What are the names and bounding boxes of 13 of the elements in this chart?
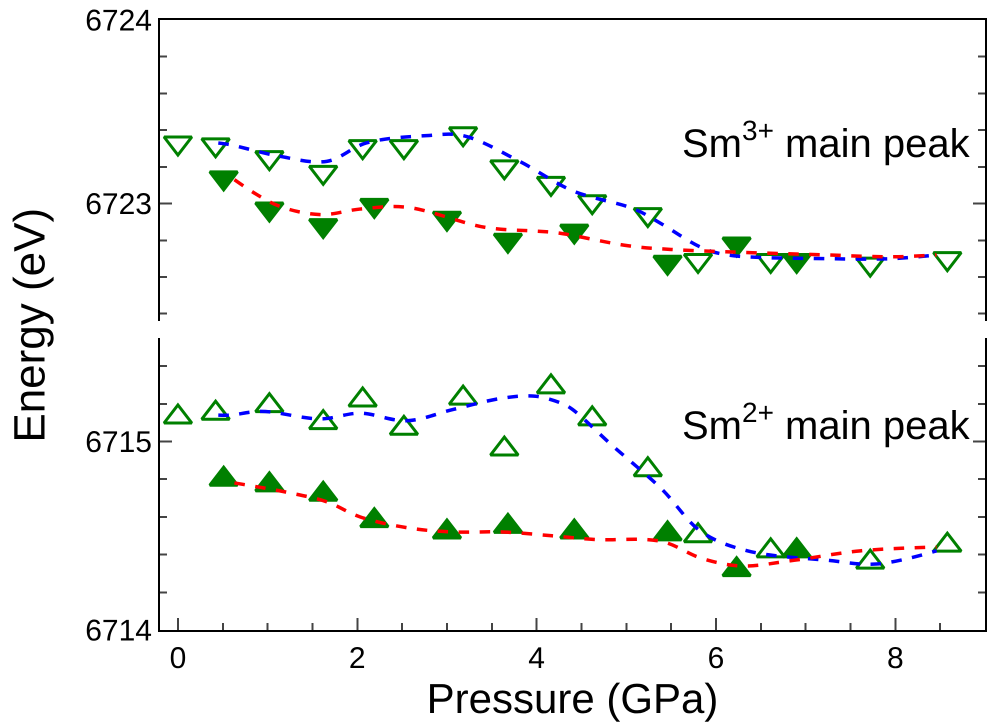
y-tick-label: 6723 xyxy=(85,188,152,222)
x-tick-label: 2 xyxy=(348,642,366,675)
x-axis-title: Pressure (GPa) xyxy=(426,675,718,722)
annotation: Sm$^{3+}$ main peak xyxy=(682,115,971,166)
y-tick-label: 6724 xyxy=(85,4,152,38)
y-tick-label: 6715 xyxy=(85,426,152,459)
annotation: Sm$^{2+}$ main peak xyxy=(682,397,971,448)
x-tick-label: 8 xyxy=(886,642,904,675)
y-tick-label: 6714 xyxy=(85,614,152,648)
x-tick-label: 6 xyxy=(708,642,724,675)
y-axis-title: Energy (eV) xyxy=(6,208,55,443)
x-tick-label: 0 xyxy=(170,642,186,675)
x-tick-label: 4 xyxy=(528,642,545,675)
